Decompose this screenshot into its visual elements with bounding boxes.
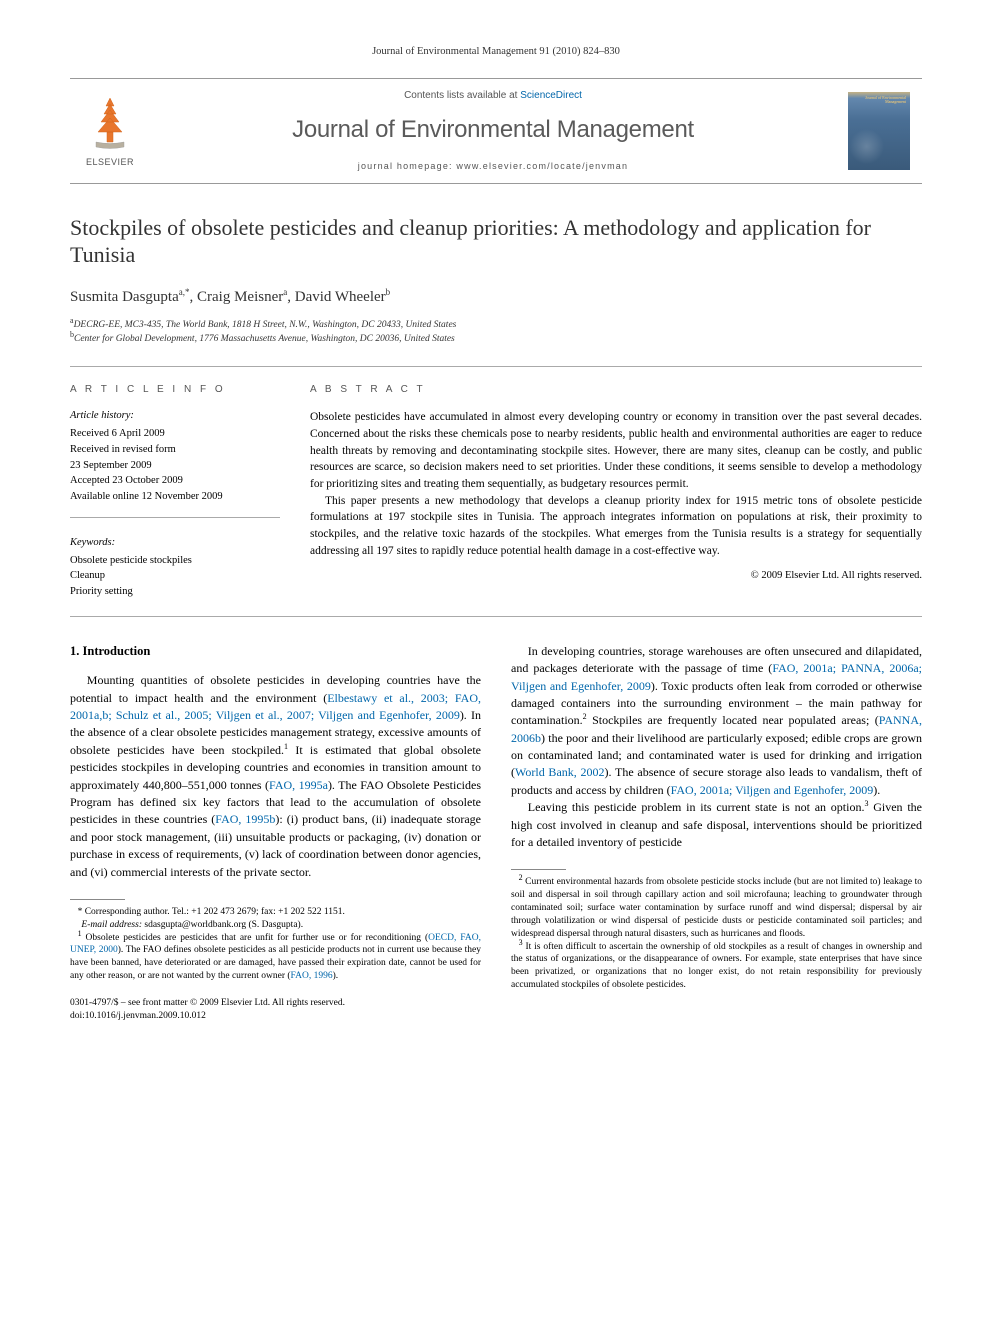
info-abstract-row: A R T I C L E I N F O Article history: R…: [70, 366, 922, 616]
keywords-block: Keywords: Obsolete pesticide stockpiles …: [70, 536, 280, 600]
running-head: Journal of Environmental Management 91 (…: [70, 45, 922, 60]
keyword-1: Obsolete pesticide stockpiles: [70, 553, 280, 569]
keyword-2: Cleanup: [70, 568, 280, 584]
keywords-label: Keywords:: [70, 536, 280, 551]
cover-title-text: Journal of Environmental Management: [848, 96, 906, 105]
ref-link[interactable]: World Bank, 2002: [515, 765, 605, 779]
issn-copyright: 0301-4797/$ – see front matter © 2009 El…: [70, 997, 481, 1010]
article-info-column: A R T I C L E I N F O Article history: R…: [70, 383, 280, 599]
footnote-2: 2 Current environmental hazards from obs…: [511, 876, 922, 940]
affiliations: aDECRG-EE, MC3-435, The World Bank, 1818…: [70, 318, 922, 347]
online-date: Available online 12 November 2009: [70, 489, 280, 505]
author-3-affil: b: [386, 287, 391, 297]
affiliation-a: aDECRG-EE, MC3-435, The World Bank, 1818…: [70, 318, 922, 332]
corresponding-author-note: * Corresponding author. Tel.: +1 202 473…: [70, 906, 481, 919]
publisher-block: ELSEVIER: [82, 92, 148, 169]
abstract-p2: This paper presents a new methodology th…: [310, 493, 922, 560]
journal-cover-thumbnail: Journal of Environmental Management: [848, 92, 910, 170]
footnote-1: 1 Obsolete pesticides are pesticides tha…: [70, 932, 481, 983]
col2-p1: In developing countries, storage warehou…: [511, 643, 922, 800]
ref-link[interactable]: FAO, 1995b: [215, 812, 275, 826]
accepted-date: Accepted 23 October 2009: [70, 473, 280, 489]
article-title: Stockpiles of obsolete pesticides and cl…: [70, 214, 922, 269]
email-label: E-mail address:: [81, 920, 142, 930]
footnote-rule: [70, 899, 125, 900]
email-note: E-mail address: sdasgupta@worldbank.org …: [70, 919, 481, 932]
author-list: Susmita Dasguptaa,*, Craig Meisnera, Dav…: [70, 287, 922, 308]
journal-banner: ELSEVIER Contents lists available at Sci…: [70, 78, 922, 184]
article-history: Article history: Received 6 April 2009 R…: [70, 409, 280, 517]
publisher-label: ELSEVIER: [86, 156, 134, 169]
footnote-3: 3 It is often difficult to ascertain the…: [511, 941, 922, 992]
column-left: 1. Introduction Mounting quantities of o…: [70, 643, 481, 1024]
journal-name: Journal of Environmental Management: [148, 113, 838, 147]
abstract-copyright: © 2009 Elsevier Ltd. All rights reserved…: [310, 569, 922, 584]
body-columns: 1. Introduction Mounting quantities of o…: [70, 643, 922, 1024]
banner-center: Contents lists available at ScienceDirec…: [148, 89, 838, 173]
doi[interactable]: doi:10.1016/j.jenvman.2009.10.012: [70, 1010, 481, 1023]
sciencedirect-link[interactable]: ScienceDirect: [520, 90, 582, 101]
affiliation-b: bCenter for Global Development, 1776 Mas…: [70, 332, 922, 346]
ref-link[interactable]: FAO, 2001a; Viljgen and Egenhofer, 2009: [671, 783, 874, 797]
intro-paragraph: Mounting quantities of obsolete pesticid…: [70, 672, 481, 881]
column-right: In developing countries, storage warehou…: [511, 643, 922, 1024]
section-1-heading: 1. Introduction: [70, 643, 481, 661]
ref-link[interactable]: FAO, 1995a: [269, 778, 328, 792]
abstract-column: A B S T R A C T Obsolete pesticides have…: [310, 383, 922, 599]
received-date: Received 6 April 2009: [70, 426, 280, 442]
keyword-3: Priority setting: [70, 584, 280, 600]
front-matter-info: 0301-4797/$ – see front matter © 2009 El…: [70, 997, 481, 1024]
ref-link[interactable]: FAO, 1996: [291, 971, 333, 981]
footnote-rule: [511, 869, 566, 870]
author-3: , David Wheeler: [287, 289, 385, 305]
author-2: , Craig Meisner: [190, 289, 284, 305]
contents-line: Contents lists available at ScienceDirec…: [148, 89, 838, 103]
elsevier-tree-icon: [82, 92, 138, 154]
homepage-line[interactable]: journal homepage: www.elsevier.com/locat…: [148, 160, 838, 173]
col2-p2: Leaving this pesticide problem in its cu…: [511, 799, 922, 851]
abstract-p1: Obsolete pesticides have accumulated in …: [310, 409, 922, 492]
abstract-text: Obsolete pesticides have accumulated in …: [310, 409, 922, 559]
author-email[interactable]: sdasgupta@worldbank.org (S. Dasgupta).: [142, 920, 303, 930]
history-label: Article history:: [70, 409, 280, 424]
contents-prefix: Contents lists available at: [404, 90, 520, 101]
author-1: Susmita Dasgupta: [70, 289, 179, 305]
abstract-heading: A B S T R A C T: [310, 383, 922, 397]
page-container: Journal of Environmental Management 91 (…: [0, 0, 992, 1063]
article-info-heading: A R T I C L E I N F O: [70, 383, 280, 397]
revised-label: Received in revised form: [70, 442, 280, 458]
revised-date: 23 September 2009: [70, 458, 280, 474]
